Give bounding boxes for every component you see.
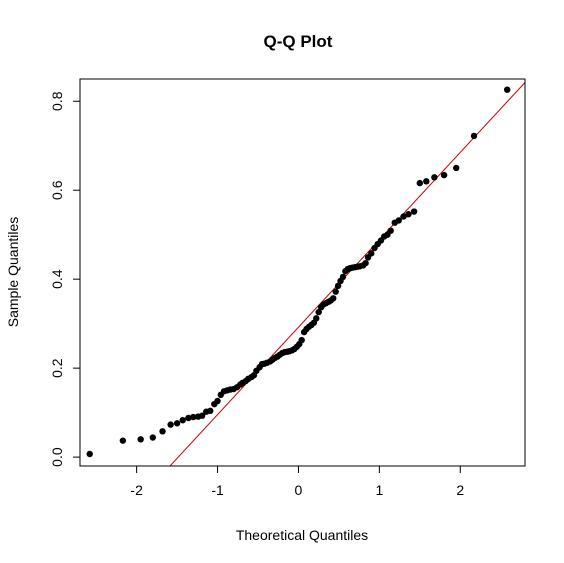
data-point-61: [334, 282, 342, 290]
data-point-7: [179, 416, 186, 424]
data-point-5: [167, 421, 174, 428]
data-points: [86, 86, 511, 458]
data-point-80: [387, 227, 394, 234]
data-point-1: [119, 437, 127, 444]
y-tick-label: 0.6: [49, 180, 65, 200]
y-tick-label: 0.2: [49, 358, 65, 378]
data-point-0: [86, 450, 93, 458]
data-point-15: [214, 397, 221, 405]
data-point-82: [395, 217, 402, 224]
x-tick-label: 1: [375, 482, 383, 498]
y-tick-label: 0.8: [49, 91, 65, 111]
data-point-84: [405, 211, 412, 218]
x-tick-label: 2: [456, 482, 464, 498]
x-tick-label: 0: [295, 482, 303, 498]
x-axis-label: Theoretical Quantiles: [236, 527, 368, 543]
data-point-46: [298, 336, 305, 344]
data-point-11: [198, 412, 206, 419]
data-point-59: [330, 295, 337, 302]
x-tick-label: -1: [211, 482, 224, 498]
data-point-60: [332, 288, 339, 295]
data-point-88: [431, 174, 438, 181]
data-point-13: [207, 407, 214, 415]
data-point-2: [137, 436, 144, 443]
chart-title: Q-Q Plot: [264, 32, 333, 51]
data-point-8: [185, 414, 192, 422]
reference-line: [169, 82, 525, 466]
data-point-91: [470, 132, 478, 140]
data-point-52: [313, 315, 320, 322]
data-point-89: [440, 171, 448, 179]
data-point-53: [315, 308, 322, 316]
data-point-86: [416, 179, 424, 187]
data-point-63: [339, 273, 347, 281]
data-point-87: [423, 178, 430, 185]
data-point-3: [149, 434, 157, 441]
y-axis-label: Sample Quantiles: [5, 217, 21, 328]
y-tick-label: 0.4: [49, 269, 65, 289]
plot-frame: [79, 78, 526, 467]
data-point-83: [400, 213, 407, 220]
x-axis: -2 -1 0 1 2: [130, 465, 464, 498]
data-point-92: [504, 86, 511, 93]
data-point-90: [453, 164, 460, 172]
data-point-85: [410, 208, 418, 215]
y-axis: 0.0 0.2 0.4 0.6 0.8: [49, 91, 81, 467]
data-point-72: [362, 259, 369, 267]
y-tick-label: 0.0: [49, 447, 65, 467]
data-point-74: [368, 250, 375, 257]
x-tick-label: -2: [130, 482, 143, 498]
data-point-9: [190, 413, 197, 421]
data-point-6: [173, 420, 181, 427]
data-point-4: [159, 428, 166, 435]
